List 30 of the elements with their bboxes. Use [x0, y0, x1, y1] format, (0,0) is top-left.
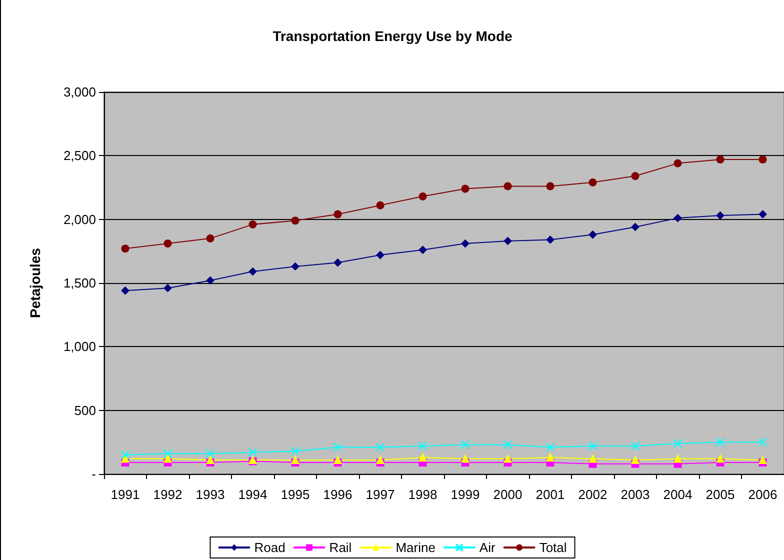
- x-tick-label: 2004: [663, 487, 692, 502]
- y-tick-label: 3,000: [63, 84, 96, 100]
- chart-title: Transportation Energy Use by Mode: [272, 28, 513, 44]
- x-tick-label: 1997: [366, 487, 395, 502]
- y-axis-title: Petajoules: [27, 248, 43, 318]
- x-tick-label: 1998: [408, 487, 438, 502]
- x-tick-label: 2001: [536, 487, 565, 502]
- x-tick-label: 1999: [450, 487, 480, 502]
- y-tick-label: 2,000: [63, 212, 96, 227]
- x-tick-label: 1996: [323, 487, 352, 502]
- x-tick-label: 2006: [748, 487, 778, 502]
- x-tick-label: 1992: [153, 487, 182, 502]
- x-tick-label: 1995: [280, 487, 310, 502]
- legend-label: Road: [254, 540, 286, 555]
- x-tick-label: 2002: [578, 487, 608, 502]
- legend-label: Marine: [396, 540, 436, 555]
- y-tick-label: 500: [74, 402, 96, 418]
- legend-label: Rail: [329, 540, 352, 555]
- y-tick-label: -: [92, 466, 96, 482]
- x-tick-label: 1993: [196, 487, 225, 502]
- y-tick-label: 1,500: [63, 276, 96, 290]
- x-tick-label: 2005: [706, 487, 735, 502]
- x-tick-label: 2000: [493, 487, 522, 502]
- legend-label: Total: [539, 540, 567, 555]
- y-tick-label: 2,500: [63, 148, 96, 164]
- y-tick-label: 1,000: [63, 339, 96, 354]
- x-tick-label: 2003: [620, 487, 650, 502]
- x-tick-label: 1991: [110, 487, 140, 502]
- legend-label: Air: [479, 540, 496, 555]
- x-tick-label: 1994: [238, 487, 268, 502]
